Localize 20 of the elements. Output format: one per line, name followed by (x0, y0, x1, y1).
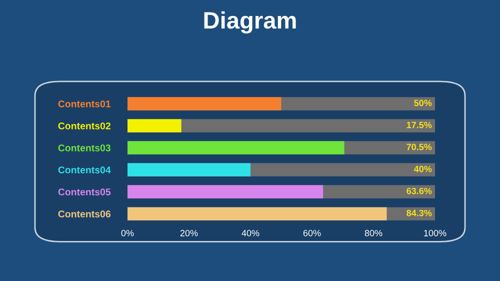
data-label: 50% (414, 100, 432, 106)
y-tick-label: Contents02 (58, 122, 110, 130)
data-label: 70.5% (406, 144, 432, 150)
y-tick-label: Contents03 (58, 144, 110, 152)
data-label: 84.3% (406, 210, 432, 216)
y-tick-label: Contents05 (58, 188, 111, 196)
data-label: 17.5% (406, 122, 432, 128)
x-tick-label: 80% (364, 230, 382, 236)
bar (128, 119, 182, 132)
x-tick-label: 20% (180, 230, 198, 236)
data-label: 63.6% (406, 188, 432, 194)
y-tick-label: Contents06 (58, 210, 110, 218)
x-tick-label: 60% (303, 230, 321, 236)
x-tick-label: 100% (424, 230, 446, 236)
chart-title: Diagram (204, 11, 296, 34)
x-tick-label: 0% (121, 230, 134, 236)
y-tick-label: Contents01 (58, 100, 111, 108)
data-label: 40% (414, 166, 432, 172)
x-tick-label: 40% (242, 230, 260, 236)
y-tick-label: Contents04 (58, 166, 111, 174)
